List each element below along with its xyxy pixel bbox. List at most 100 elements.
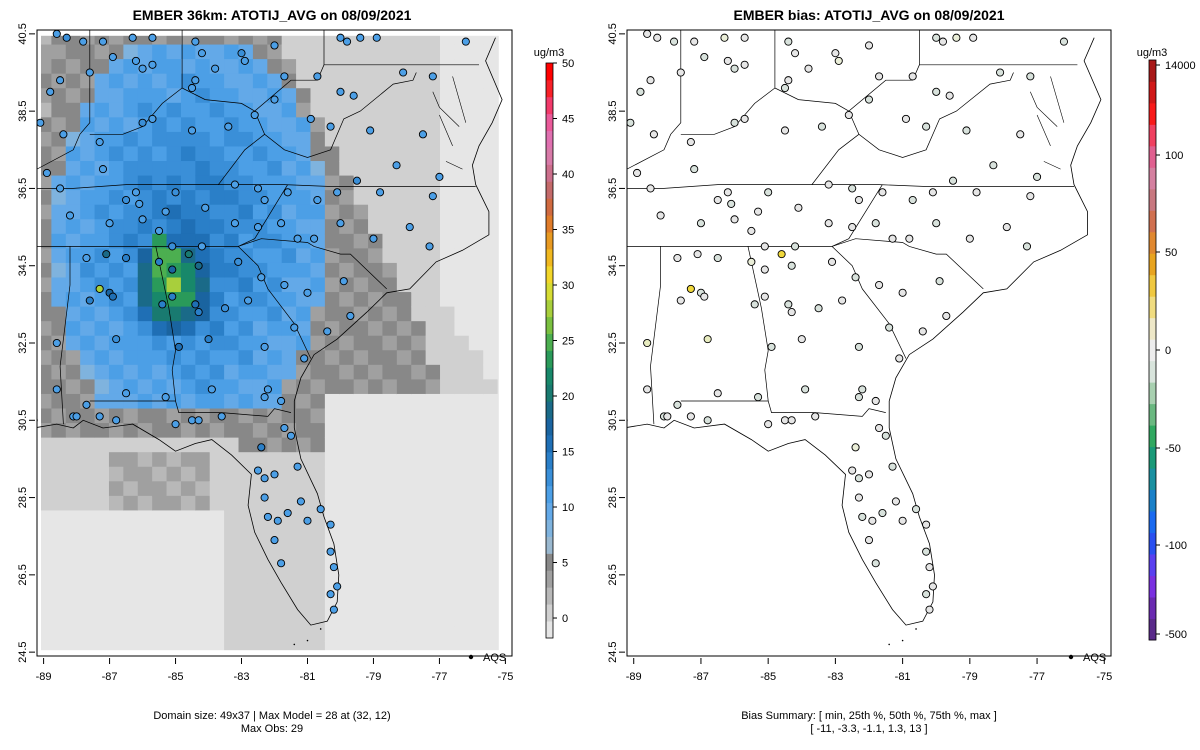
grid-cell xyxy=(296,161,311,177)
grid-cell xyxy=(368,379,383,395)
grid-cell xyxy=(368,277,383,293)
grid-cell xyxy=(310,364,326,380)
bias-site xyxy=(700,52,709,62)
grid-cell xyxy=(440,73,455,89)
left-colorbar-label: 0 xyxy=(562,613,568,625)
grid-cell xyxy=(137,554,153,570)
grid-cell xyxy=(123,219,139,235)
grid-cell xyxy=(483,568,499,584)
grid-cell xyxy=(353,59,369,75)
grid-cell xyxy=(468,583,484,599)
right-state-line xyxy=(848,64,1014,158)
grid-cell xyxy=(425,510,441,526)
grid-cell xyxy=(396,364,412,380)
grid-cell xyxy=(281,583,297,599)
grid-cell xyxy=(209,190,225,206)
grid-cell xyxy=(238,568,254,584)
grid-cell xyxy=(152,408,168,424)
left-observation-sites xyxy=(37,30,470,614)
grid-cell xyxy=(65,437,81,453)
left-state-line xyxy=(89,400,292,417)
grid-cell xyxy=(80,379,96,395)
grid-cell xyxy=(108,583,124,599)
grid-cell xyxy=(353,495,369,511)
grid-cell xyxy=(368,554,383,570)
grid-cell xyxy=(382,554,398,570)
grid-cell xyxy=(425,117,441,133)
obs-site xyxy=(37,118,45,127)
grid-cell xyxy=(238,510,254,526)
grid-cell xyxy=(80,175,96,191)
grid-cell xyxy=(396,597,412,613)
grid-cell xyxy=(368,568,383,584)
obs-site xyxy=(211,64,220,73)
grid-cell xyxy=(238,539,254,555)
grid-cell xyxy=(310,350,326,366)
grid-cell xyxy=(209,292,225,308)
obs-site xyxy=(85,68,94,77)
grid-cell xyxy=(310,626,326,642)
grid-cell xyxy=(238,88,254,104)
grid-cell xyxy=(65,131,81,147)
grid-cell xyxy=(368,408,383,424)
grid-cell xyxy=(468,190,484,206)
grid-cell xyxy=(425,219,441,235)
grid-cell xyxy=(166,626,182,642)
bias-site xyxy=(905,234,914,243)
bias-site xyxy=(643,338,652,348)
bias-site xyxy=(780,83,790,93)
grid-cell xyxy=(454,88,470,104)
obs-site xyxy=(323,327,332,336)
grid-cell xyxy=(382,59,398,75)
grid-cell xyxy=(468,597,484,613)
grid-cell xyxy=(468,117,484,133)
grid-cell xyxy=(152,117,168,133)
grid-cell xyxy=(468,161,484,177)
bias-site xyxy=(858,385,867,394)
grid-cell xyxy=(468,364,484,380)
grid-cell xyxy=(468,233,484,249)
grid-cell xyxy=(195,102,211,118)
obs-site xyxy=(135,199,144,208)
grid-cell xyxy=(396,175,412,191)
grid-cell xyxy=(483,539,499,555)
grid-cell xyxy=(324,350,340,366)
grid-cell xyxy=(440,102,455,118)
right-bias-sites xyxy=(627,30,1068,614)
bias-site xyxy=(801,385,810,394)
grid-cell xyxy=(339,131,355,147)
right-y-tick-label: 28.5 xyxy=(607,487,619,508)
left-y-tick-label: 32.5 xyxy=(17,332,29,353)
grid-cell xyxy=(411,59,427,75)
grid-cell xyxy=(396,131,412,147)
grid-cell xyxy=(51,495,67,511)
left-colorbar-swatch xyxy=(546,485,553,504)
grid-cell xyxy=(339,175,355,191)
grid-cell xyxy=(483,393,499,410)
left-colorbar-label: 50 xyxy=(562,58,574,70)
grid-cell xyxy=(51,321,67,337)
bias-site xyxy=(686,284,695,293)
grid-cell xyxy=(382,423,398,439)
grid-cell xyxy=(65,277,81,293)
grid-cell xyxy=(396,510,412,526)
grid-cell xyxy=(152,495,168,511)
grid-cell xyxy=(396,117,412,133)
grid-cell xyxy=(267,393,283,410)
grid-cell xyxy=(195,350,211,366)
grid-cell xyxy=(468,466,484,482)
grid-cell xyxy=(454,262,470,278)
grid-cell xyxy=(94,481,110,497)
grid-cell xyxy=(123,554,139,570)
grid-cell xyxy=(137,423,153,439)
bias-site xyxy=(1026,72,1035,81)
right-keys xyxy=(915,628,917,630)
grid-cell xyxy=(180,59,196,75)
bias-site xyxy=(875,72,884,81)
grid-cell xyxy=(94,393,110,410)
grid-cell xyxy=(468,350,484,366)
bias-site xyxy=(871,559,880,568)
grid-cell xyxy=(411,262,427,278)
grid-cell xyxy=(224,583,240,599)
left-colorbar-swatch xyxy=(546,350,553,368)
